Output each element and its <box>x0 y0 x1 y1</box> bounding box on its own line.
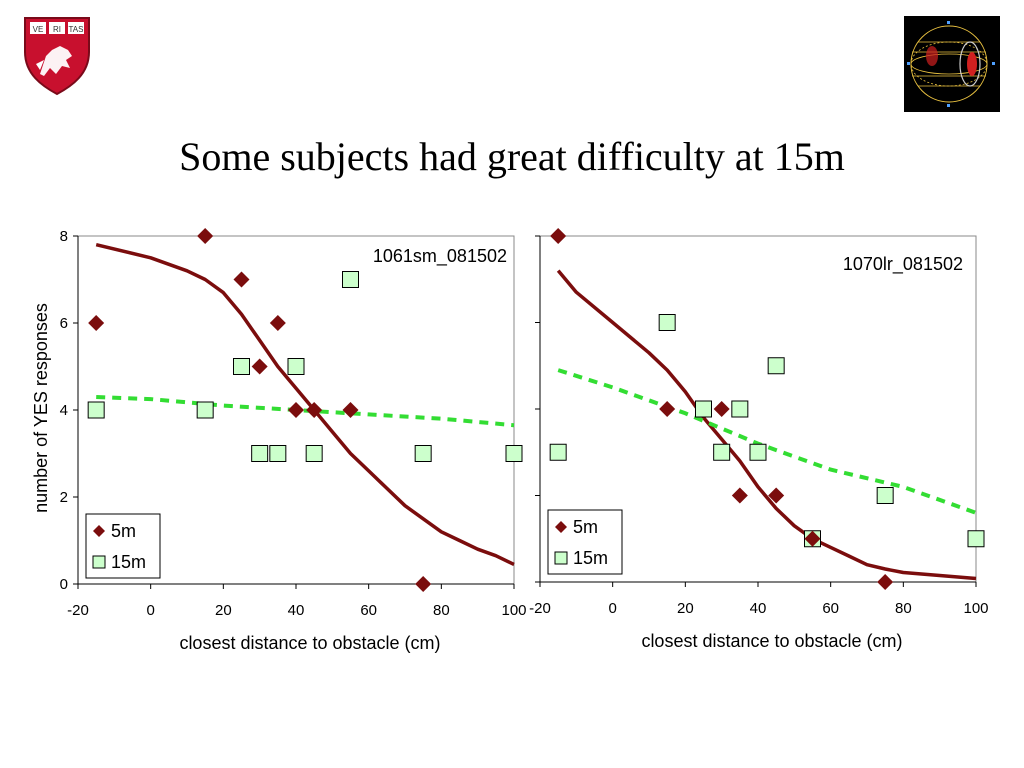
y-tick-label: 2 <box>60 489 68 506</box>
x-tick-label: -20 <box>529 600 551 617</box>
fit-line-15m <box>557 368 977 515</box>
fit-line-5m <box>556 269 977 581</box>
y-axis-title: number of YES responses <box>31 303 51 513</box>
legend-marker-15m <box>92 555 106 569</box>
data-point-5m <box>804 530 821 547</box>
data-point-5m <box>251 358 268 375</box>
x-tick-label: 0 <box>608 600 616 617</box>
data-point-5m <box>233 271 250 288</box>
data-point-15m <box>749 443 767 461</box>
data-point-15m <box>269 445 287 462</box>
data-point-5m <box>731 487 748 504</box>
slide-title: Some subjects had great difficulty at 15… <box>179 134 845 179</box>
data-point-15m <box>876 487 894 504</box>
x-tick-label: 40 <box>750 600 767 617</box>
y-tick-label: 0 <box>60 576 68 593</box>
data-point-15m <box>767 357 785 375</box>
fit-line-5m <box>95 242 515 566</box>
panel-annotation: 1061sm_081502 <box>373 246 507 267</box>
y-tick-label: 4 <box>60 402 68 419</box>
panel-annotation: 1070lr_081502 <box>843 254 963 275</box>
wireframe-sphere-icon <box>904 16 1000 112</box>
x-axis-title: closest distance to obstacle (cm) <box>179 633 440 653</box>
data-point-15m <box>695 400 712 418</box>
legend-marker-15m <box>554 551 568 565</box>
data-point-5m <box>415 576 432 592</box>
data-point-5m <box>288 402 304 418</box>
data-point-15m <box>658 314 676 331</box>
data-point-15m <box>233 358 250 375</box>
data-point-15m <box>251 445 269 462</box>
svg-text:TAS: TAS <box>69 25 84 34</box>
x-tick-label: 60 <box>822 600 839 617</box>
legend-marker-5m <box>555 521 567 533</box>
legend-marker-5m <box>93 525 105 537</box>
data-point-15m <box>196 401 214 419</box>
legend-label-5m: 5m <box>111 521 136 541</box>
data-point-15m <box>505 445 523 462</box>
y-tick-label: 8 <box>60 228 68 245</box>
data-point-15m <box>549 443 567 461</box>
data-point-15m <box>287 358 305 375</box>
data-point-5m <box>550 228 567 244</box>
data-point-15m <box>731 400 749 418</box>
x-tick-label: 20 <box>215 602 232 619</box>
data-point-5m <box>306 402 323 418</box>
data-point-15m <box>305 445 323 462</box>
legend-label-15m: 15m <box>111 552 146 572</box>
x-tick-label: -20 <box>67 602 89 619</box>
x-tick-label: 100 <box>501 602 526 619</box>
data-point-15m <box>414 445 432 462</box>
x-tick-label: 60 <box>360 602 377 619</box>
data-point-15m <box>713 443 731 461</box>
data-point-5m <box>197 228 214 244</box>
svg-text:RI: RI <box>53 25 61 34</box>
x-tick-label: 40 <box>288 602 305 619</box>
data-point-5m <box>713 401 730 417</box>
data-point-5m <box>768 487 785 504</box>
x-tick-label: 0 <box>146 602 154 619</box>
y-tick-label: 6 <box>60 315 68 332</box>
svg-text:VE: VE <box>33 25 44 34</box>
legend-label-15m: 15m <box>573 548 608 568</box>
data-point-5m <box>659 401 676 417</box>
harvard-shield-icon: VE RI TAS <box>24 17 90 96</box>
x-tick-label: 80 <box>895 600 912 617</box>
data-point-15m <box>967 530 985 548</box>
data-point-5m <box>269 315 286 331</box>
data-point-5m <box>88 315 105 331</box>
data-point-5m <box>342 402 359 418</box>
x-axis-title: closest distance to obstacle (cm) <box>641 631 902 651</box>
data-point-15m <box>342 271 359 288</box>
x-tick-label: 80 <box>433 602 450 619</box>
data-point-15m <box>87 401 105 419</box>
legend-label-5m: 5m <box>573 517 598 537</box>
x-tick-label: 20 <box>677 600 694 617</box>
data-point-5m <box>877 574 894 590</box>
x-tick-label: 100 <box>963 600 988 617</box>
